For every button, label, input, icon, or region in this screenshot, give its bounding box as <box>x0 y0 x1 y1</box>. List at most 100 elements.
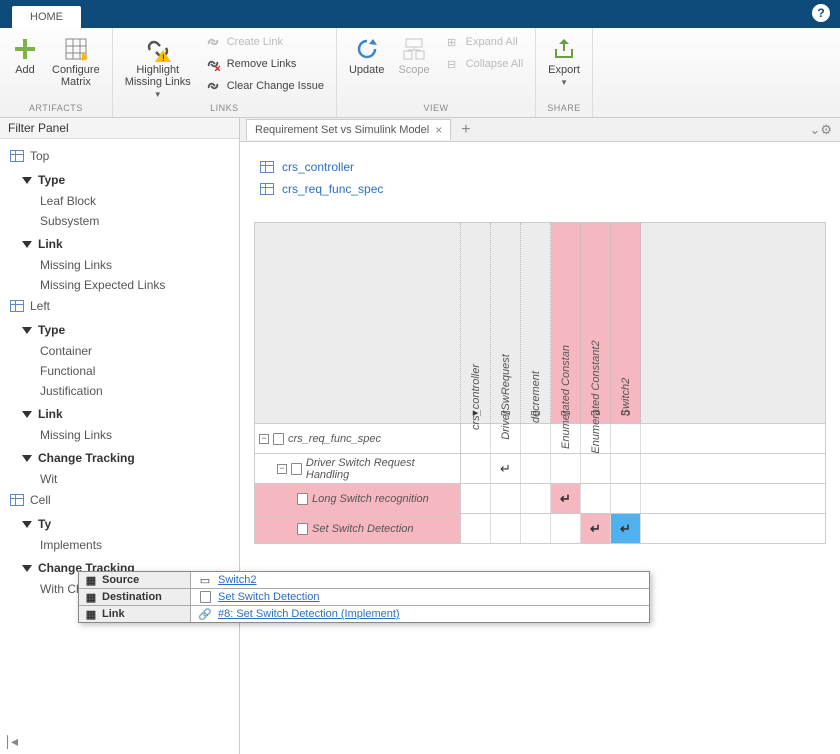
block-icon: ▭ <box>199 574 211 586</box>
create-link-button[interactable]: Create Link <box>201 32 328 52</box>
clear-change-issue-button[interactable]: Clear Change Issue <box>201 76 328 96</box>
matrix-row-1[interactable]: −Driver Switch Request Handling ↵ <box>255 453 825 483</box>
filter-missing-links-top[interactable]: Missing Links <box>0 255 239 275</box>
filter-missing-expected[interactable]: Missing Expected Links <box>0 275 239 295</box>
col-decrement[interactable]: decrement▭ <box>521 223 551 423</box>
gear-icon[interactable]: ⌄⚙ <box>809 122 832 138</box>
matrix-row-0[interactable]: −crs_req_func_spec <box>255 423 825 453</box>
scope-button[interactable]: Scope <box>394 32 433 80</box>
popup-link-link[interactable]: #8: Set Switch Detection (Implement) <box>218 608 400 620</box>
ribbon-group-share: Export ▼ SHARE <box>536 28 593 117</box>
filter-wit[interactable]: Wit <box>0 469 239 489</box>
link-warn-icon: ! <box>145 36 171 62</box>
popup-source-link[interactable]: Switch2 <box>218 574 257 586</box>
tab-home[interactable]: HOME <box>12 6 81 28</box>
expand-icon: ⊞ <box>444 34 460 50</box>
filter-panel: Filter Panel Top Type Leaf Block Subsyst… <box>0 118 240 754</box>
table-icon <box>260 183 274 195</box>
block-icon: ▭ <box>620 406 630 419</box>
filter-leaf-block[interactable]: Leaf Block <box>0 191 239 211</box>
export-icon <box>551 36 577 62</box>
file-link-2[interactable]: crs_req_func_spec <box>260 178 820 200</box>
highlight-missing-links-button[interactable]: ! Highlight Missing Links ▼ <box>121 32 195 103</box>
matrix-panel: Requirement Set vs Simulink Model × + ⌄⚙… <box>240 118 840 754</box>
ribbon-group-links: ! Highlight Missing Links ▼ Create Link … <box>113 28 337 117</box>
collapse-box-icon[interactable]: − <box>277 464 287 474</box>
table-icon <box>260 161 274 173</box>
ribbon-group-artifacts: Add Configure Matrix ARTIFACTS <box>0 28 113 117</box>
ribbon-group-view: Update Scope ⊞ Expand All ⊟ Collapse All… <box>337 28 536 117</box>
popup-dest-link[interactable]: Set Switch Detection <box>218 591 320 603</box>
col-switch2[interactable]: Switch2▭ <box>611 223 641 423</box>
configure-matrix-label: Configure Matrix <box>52 64 100 88</box>
export-button[interactable]: Export ▼ <box>544 32 584 91</box>
doc-icon <box>291 463 302 475</box>
col-driver-sw[interactable]: DriverSwRequest▭ <box>491 223 521 423</box>
filter-left-row[interactable]: Left <box>0 295 239 317</box>
block-icon: ▭ <box>500 406 510 419</box>
configure-matrix-button[interactable]: Configure Matrix <box>48 32 104 92</box>
col-enum-const2[interactable]: Enumerated Constant2▭ <box>581 223 611 423</box>
col-enum-const[interactable]: Enumerated Constan▭ <box>551 223 581 423</box>
link-mark-selected-icon[interactable]: ↵ <box>611 514 641 543</box>
plus-icon <box>12 36 38 62</box>
ribbon-toolbar: Add Configure Matrix ARTIFACTS ! Highlig… <box>0 28 840 118</box>
chevron-down-icon <box>22 521 32 528</box>
filter-functional[interactable]: Functional <box>0 361 239 381</box>
block-icon: ▭ <box>530 406 540 419</box>
table-icon <box>10 300 24 312</box>
matrix-row-2[interactable]: Long Switch recognition ↵ <box>255 483 825 513</box>
col-crs-controller[interactable]: crs_controller▸ <box>461 223 491 423</box>
doc-icon <box>297 523 308 535</box>
block-icon: ▭ <box>560 406 570 419</box>
filter-implements[interactable]: Implements <box>0 535 239 555</box>
section-top-link[interactable]: Link <box>0 231 239 255</box>
section-left-type[interactable]: Type <box>0 317 239 341</box>
doc-icon <box>297 493 308 505</box>
update-button[interactable]: Update <box>345 32 388 80</box>
matrix-grid: crs_controller▸ DriverSwRequest▭ decreme… <box>254 222 826 544</box>
add-tab-button[interactable]: + <box>455 121 476 139</box>
grid-icon: ▦ <box>85 591 97 603</box>
matrix-row-3[interactable]: Set Switch Detection ↵↵ <box>255 513 825 543</box>
file-link-1[interactable]: crs_controller <box>260 156 820 178</box>
filter-top-row[interactable]: Top <box>0 145 239 167</box>
filter-missing-links-left[interactable]: Missing Links <box>0 425 239 445</box>
filter-cell-row[interactable]: Cell <box>0 489 239 511</box>
filter-subsystem[interactable]: Subsystem <box>0 211 239 231</box>
link-icon: 🔗 <box>199 608 211 620</box>
remove-links-button[interactable]: Remove Links <box>201 54 328 74</box>
section-left-link[interactable]: Link <box>0 401 239 425</box>
chevron-down-icon <box>22 177 32 184</box>
section-top-type[interactable]: Type <box>0 167 239 191</box>
section-cell-ty[interactable]: Ty <box>0 511 239 535</box>
collapse-all-button[interactable]: ⊟ Collapse All <box>440 54 527 74</box>
model-icon: ▸ <box>473 406 479 419</box>
doc-icon <box>273 433 284 445</box>
link-mark-icon[interactable]: ↵ <box>581 514 611 543</box>
svg-text:!: ! <box>162 53 165 62</box>
help-icon[interactable]: ? <box>812 4 830 22</box>
collapse-box-icon[interactable]: − <box>259 434 269 444</box>
doc-icon <box>199 591 211 603</box>
link-mark-icon[interactable]: ↵ <box>551 484 581 513</box>
link-plus-icon <box>205 34 221 50</box>
add-button[interactable]: Add <box>8 32 42 80</box>
section-left-ct[interactable]: Change Tracking <box>0 445 239 469</box>
collapse-panel-icon[interactable]: ∣◂ <box>4 733 18 750</box>
filter-panel-title: Filter Panel <box>0 118 239 139</box>
ribbon-tab-bar: HOME ? <box>0 0 840 28</box>
highlight-label: Highlight Missing Links <box>125 64 191 88</box>
close-tab-icon[interactable]: × <box>435 123 442 137</box>
expand-all-button[interactable]: ⊞ Expand All <box>440 32 527 52</box>
refresh-icon <box>354 36 380 62</box>
chevron-down-icon <box>22 411 32 418</box>
table-icon <box>10 150 24 162</box>
filter-container[interactable]: Container <box>0 341 239 361</box>
group-label-artifacts: ARTIFACTS <box>29 103 83 115</box>
chevron-down-icon <box>22 241 32 248</box>
document-tab[interactable]: Requirement Set vs Simulink Model × <box>246 119 451 140</box>
matrix-icon <box>63 36 89 62</box>
chevron-down-icon <box>22 327 32 334</box>
filter-justification[interactable]: Justification <box>0 381 239 401</box>
